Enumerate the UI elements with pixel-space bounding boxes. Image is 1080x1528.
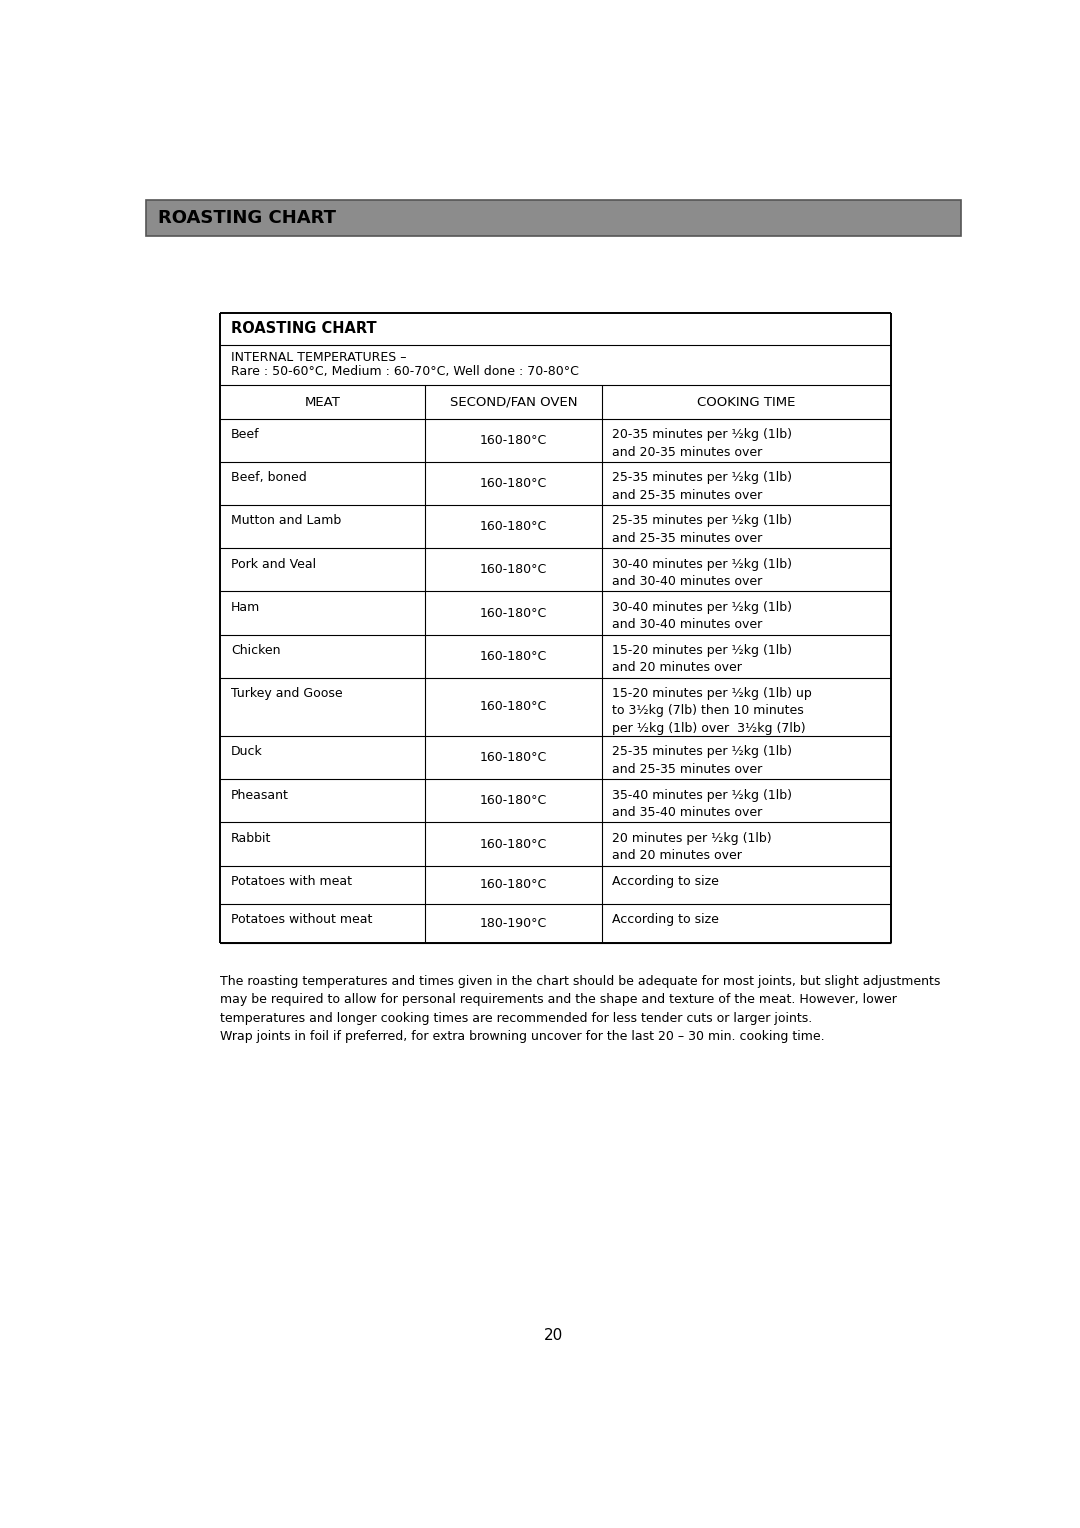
Text: Beef, boned: Beef, boned (231, 471, 307, 484)
Text: Rabbit: Rabbit (231, 831, 271, 845)
Text: 30-40 minutes per ½kg (1lb)
and 30-40 minutes over: 30-40 minutes per ½kg (1lb) and 30-40 mi… (611, 601, 792, 631)
Text: Pheasant: Pheasant (231, 788, 289, 802)
Text: 160-180°C: 160-180°C (480, 837, 548, 851)
Text: 15-20 minutes per ½kg (1lb) up
to 3½kg (7lb) then 10 minutes
per ½kg (1lb) over : 15-20 minutes per ½kg (1lb) up to 3½kg (… (611, 688, 811, 735)
Text: 160-180°C: 160-180°C (480, 520, 548, 533)
Text: MEAT: MEAT (305, 396, 340, 408)
Text: 160-180°C: 160-180°C (480, 564, 548, 576)
Text: Chicken: Chicken (231, 643, 281, 657)
Text: 160-180°C: 160-180°C (480, 795, 548, 807)
Text: Potatoes without meat: Potatoes without meat (231, 914, 373, 926)
Text: Mutton and Lamb: Mutton and Lamb (231, 515, 341, 527)
Text: 25-35 minutes per ½kg (1lb)
and 25-35 minutes over: 25-35 minutes per ½kg (1lb) and 25-35 mi… (611, 471, 792, 501)
Text: ROASTING CHART: ROASTING CHART (231, 321, 377, 336)
Text: Beef: Beef (231, 428, 259, 442)
Text: 35-40 minutes per ½kg (1lb)
and 35-40 minutes over: 35-40 minutes per ½kg (1lb) and 35-40 mi… (611, 788, 792, 819)
Text: 160-180°C: 160-180°C (480, 649, 548, 663)
Text: SECOND/FAN OVEN: SECOND/FAN OVEN (449, 396, 578, 408)
Text: 160-180°C: 160-180°C (480, 607, 548, 619)
Text: Wrap joints in foil if preferred, for extra browning uncover for the last 20 – 3: Wrap joints in foil if preferred, for ex… (220, 1030, 825, 1044)
Text: Duck: Duck (231, 746, 262, 758)
Text: 160-180°C: 160-180°C (480, 700, 548, 714)
Text: The roasting temperatures and times given in the chart should be adequate for mo: The roasting temperatures and times give… (220, 975, 941, 1025)
Text: Turkey and Goose: Turkey and Goose (231, 688, 342, 700)
Text: According to size: According to size (611, 914, 718, 926)
Text: 20-35 minutes per ½kg (1lb)
and 20-35 minutes over: 20-35 minutes per ½kg (1lb) and 20-35 mi… (611, 428, 792, 458)
Text: 25-35 minutes per ½kg (1lb)
and 25-35 minutes over: 25-35 minutes per ½kg (1lb) and 25-35 mi… (611, 515, 792, 545)
Text: 20: 20 (544, 1328, 563, 1343)
Text: 25-35 minutes per ½kg (1lb)
and 25-35 minutes over: 25-35 minutes per ½kg (1lb) and 25-35 mi… (611, 746, 792, 776)
FancyBboxPatch shape (146, 200, 961, 235)
Text: INTERNAL TEMPERATURES –: INTERNAL TEMPERATURES – (231, 351, 406, 364)
Text: 160-180°C: 160-180°C (480, 752, 548, 764)
Text: According to size: According to size (611, 876, 718, 888)
Text: 160-180°C: 160-180°C (480, 434, 548, 448)
Text: Rare : 50-60°C, Medium : 60-70°C, Well done : 70-80°C: Rare : 50-60°C, Medium : 60-70°C, Well d… (231, 365, 579, 377)
Text: Ham: Ham (231, 601, 260, 614)
Text: COOKING TIME: COOKING TIME (698, 396, 796, 408)
Text: 15-20 minutes per ½kg (1lb)
and 20 minutes over: 15-20 minutes per ½kg (1lb) and 20 minut… (611, 643, 792, 674)
Text: 180-190°C: 180-190°C (480, 917, 548, 931)
Text: Pork and Veal: Pork and Veal (231, 558, 316, 570)
Text: ROASTING CHART: ROASTING CHART (159, 209, 336, 228)
Text: 20 minutes per ½kg (1lb)
and 20 minutes over: 20 minutes per ½kg (1lb) and 20 minutes … (611, 831, 771, 862)
Text: Potatoes with meat: Potatoes with meat (231, 876, 352, 888)
Text: 160-180°C: 160-180°C (480, 879, 548, 891)
Text: 160-180°C: 160-180°C (480, 477, 548, 490)
Text: 30-40 minutes per ½kg (1lb)
and 30-40 minutes over: 30-40 minutes per ½kg (1lb) and 30-40 mi… (611, 558, 792, 588)
